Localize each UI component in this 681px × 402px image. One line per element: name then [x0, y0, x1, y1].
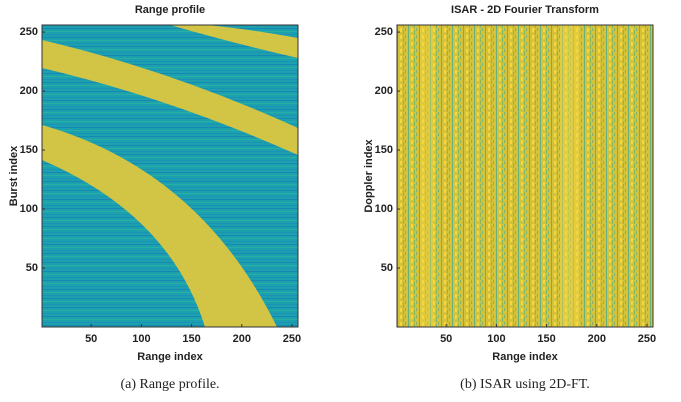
caption: (b) ISAR using 2D-FT. — [460, 377, 590, 392]
y-tick-label: 100 — [20, 203, 38, 215]
y-tick-label: 100 — [375, 203, 393, 215]
x-tick-label: 150 — [182, 333, 200, 345]
x-axis-label: Range index — [137, 351, 203, 363]
x-tick-label: 250 — [638, 333, 656, 345]
y-tick-label: 250 — [20, 26, 38, 38]
x-tick-label: 200 — [588, 333, 606, 345]
chart-title: Range profile — [135, 4, 205, 16]
x-tick-label: 100 — [132, 333, 150, 345]
y-tick-label: 250 — [375, 26, 393, 38]
x-tick-label: 50 — [85, 333, 97, 345]
range-profile-image — [42, 25, 298, 327]
axes-box — [396, 24, 654, 328]
y-tick-label: 150 — [375, 144, 393, 156]
x-tick-label: 250 — [283, 333, 301, 345]
x-tick-label: 50 — [440, 333, 452, 345]
y-axis-label: Burst index — [8, 145, 20, 206]
y-tick-label: 50 — [26, 262, 38, 274]
x-tick-label: 150 — [537, 333, 555, 345]
y-tick-label: 150 — [20, 144, 38, 156]
y-tick-label: 200 — [20, 85, 38, 97]
isar-image — [397, 25, 653, 327]
x-axis-label: Range index — [492, 351, 558, 363]
x-tick-label: 200 — [233, 333, 251, 345]
y-tick-label: 200 — [375, 85, 393, 97]
caption: (a) Range profile. — [120, 377, 219, 392]
y-tick-label: 50 — [381, 262, 393, 274]
chart-title: ISAR - 2D Fourier Transform — [451, 4, 599, 16]
axes-box — [41, 24, 299, 328]
x-tick-label: 100 — [487, 333, 505, 345]
y-axis-label: Doppler index — [363, 138, 375, 212]
